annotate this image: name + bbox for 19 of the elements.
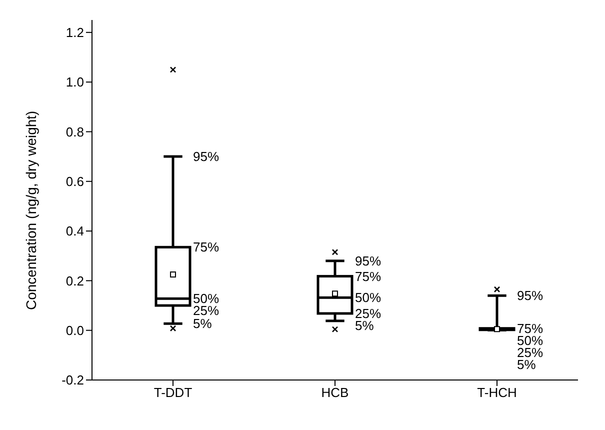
x-tick-label: T-DDT — [154, 385, 192, 400]
x-tick-label: HCB — [321, 385, 349, 400]
y-tick-label: 1.2 — [66, 25, 84, 40]
annotation: 95% — [517, 288, 544, 304]
annotation: 50% — [355, 290, 382, 306]
y-tick-label: 0.6 — [66, 174, 84, 189]
annotation: 95% — [193, 149, 220, 164]
y-axis-title: Concentration (ng/g, dry weight) — [22, 110, 39, 310]
y-tick-label: 0.2 — [66, 273, 84, 288]
y-tick-label: -0.2 — [62, 372, 84, 388]
annotation: 75% — [193, 240, 220, 255]
annotation: 95% — [355, 253, 382, 268]
y-tick-label: 0.4 — [66, 224, 84, 239]
y-tick-label: 0.0 — [66, 322, 84, 338]
y-tick-label: 1.0 — [66, 74, 84, 90]
y-tick-label: 0.8 — [66, 124, 84, 140]
x-tick-label: T-HCH — [477, 385, 517, 400]
annotation: 5% — [193, 316, 212, 332]
annotation: 75% — [355, 268, 382, 284]
